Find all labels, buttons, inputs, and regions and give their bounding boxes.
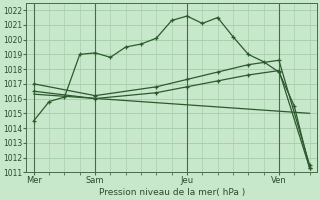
X-axis label: Pression niveau de la mer( hPa ): Pression niveau de la mer( hPa ) bbox=[99, 188, 245, 197]
